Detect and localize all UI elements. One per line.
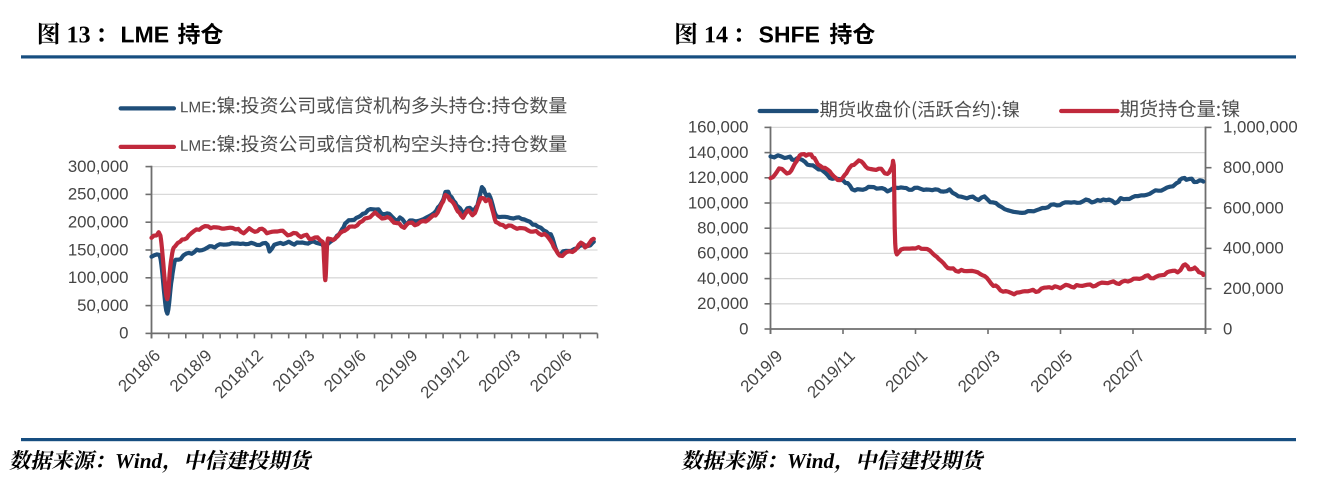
svg-text:140,000: 140,000 bbox=[688, 143, 749, 162]
svg-text:50,000: 50,000 bbox=[77, 296, 128, 315]
svg-text:100,000: 100,000 bbox=[68, 268, 129, 287]
svg-text:800,000: 800,000 bbox=[1223, 158, 1284, 177]
svg-text:600,000: 600,000 bbox=[1223, 198, 1284, 217]
svg-text:120,000: 120,000 bbox=[688, 168, 749, 187]
svg-text:80,000: 80,000 bbox=[697, 219, 748, 238]
svg-text:100,000: 100,000 bbox=[688, 193, 749, 212]
svg-text:160,000: 160,000 bbox=[688, 118, 749, 137]
svg-text:60,000: 60,000 bbox=[697, 244, 748, 263]
svg-text:0: 0 bbox=[119, 324, 128, 343]
svg-text:200,000: 200,000 bbox=[68, 213, 129, 232]
svg-text:300,000: 300,000 bbox=[68, 157, 129, 176]
svg-text:150,000: 150,000 bbox=[68, 240, 129, 259]
svg-text:0: 0 bbox=[1223, 319, 1232, 338]
svg-text:0: 0 bbox=[739, 319, 748, 338]
svg-text:1,000,000: 1,000,000 bbox=[1223, 118, 1298, 137]
svg-text:200,000: 200,000 bbox=[1223, 279, 1284, 298]
svg-text:40,000: 40,000 bbox=[697, 269, 748, 288]
svg-text:400,000: 400,000 bbox=[1223, 239, 1284, 258]
svg-text:250,000: 250,000 bbox=[68, 185, 129, 204]
svg-text:20,000: 20,000 bbox=[697, 294, 748, 313]
